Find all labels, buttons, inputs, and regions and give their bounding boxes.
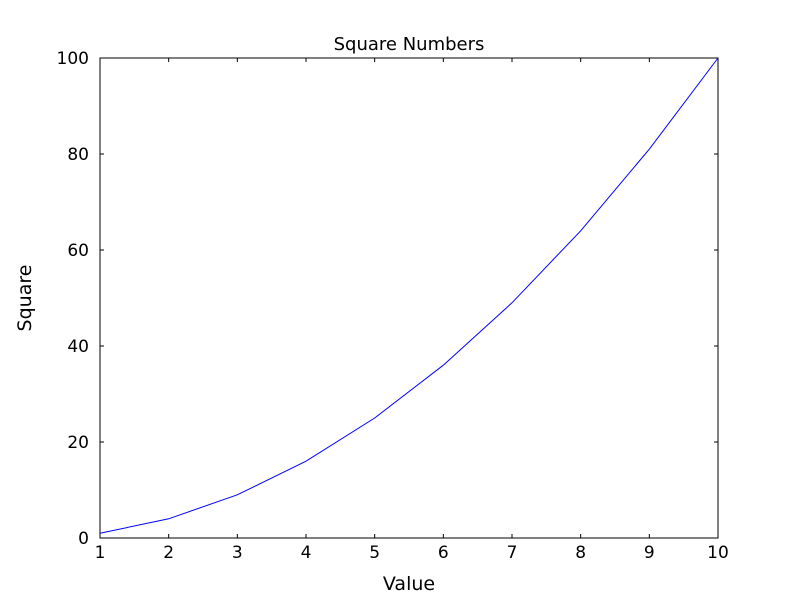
y-tick-label: 100 bbox=[57, 49, 89, 69]
x-tick-label: 5 bbox=[369, 543, 380, 563]
data-line bbox=[99, 57, 719, 534]
y-tick-label: 60 bbox=[67, 241, 89, 261]
x-tick-label: 1 bbox=[95, 543, 106, 563]
y-axis-label: Square bbox=[14, 265, 36, 332]
x-axis-label: Value bbox=[383, 573, 435, 595]
x-tick-label: 4 bbox=[301, 543, 312, 563]
x-tick-label: 3 bbox=[232, 543, 243, 563]
x-tick-label: 7 bbox=[507, 543, 518, 563]
x-tick-label: 8 bbox=[575, 543, 586, 563]
y-tick-label: 20 bbox=[67, 433, 89, 453]
y-tick-label: 0 bbox=[78, 529, 89, 549]
chart-title: Square Numbers bbox=[334, 34, 485, 55]
y-tick-label: 40 bbox=[67, 337, 89, 357]
x-tick-label: 2 bbox=[163, 543, 174, 563]
x-tick-label: 10 bbox=[707, 543, 729, 563]
x-tick-label: 6 bbox=[438, 543, 449, 563]
x-tick-label: 9 bbox=[644, 543, 655, 563]
axis-ticks bbox=[99, 57, 719, 539]
plot-area bbox=[99, 57, 719, 539]
y-tick-label: 80 bbox=[67, 145, 89, 165]
